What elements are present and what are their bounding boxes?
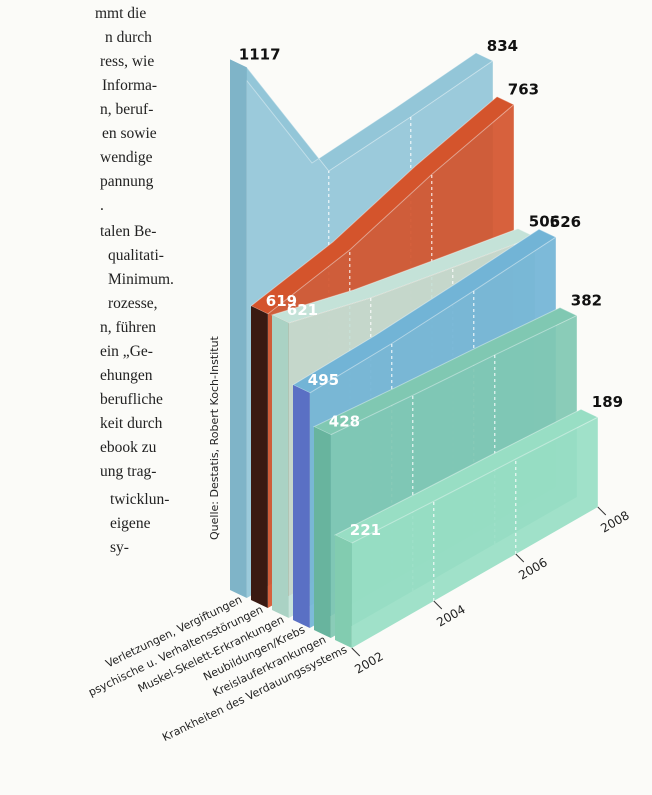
ribbon-top	[333, 408, 599, 544]
ribbon-top	[229, 52, 494, 172]
ribbon-top	[250, 95, 515, 315]
article-line: qualitati-	[108, 247, 164, 264]
article-line: en sowie	[102, 125, 157, 142]
article-line: mmt die	[95, 5, 146, 22]
year-tick	[515, 553, 525, 563]
article-line: ebook zu	[100, 439, 157, 456]
article-line: berufliche	[100, 391, 163, 408]
article-line: rozesse,	[108, 295, 158, 312]
article-line: keit durch	[100, 415, 163, 432]
article-line: n, führen	[100, 319, 156, 336]
end-value-label: 763	[508, 81, 539, 99]
article-line: ung trag-	[100, 463, 156, 480]
year-tick	[351, 647, 361, 657]
article-line: .	[100, 197, 104, 214]
ribbon-front	[351, 417, 598, 648]
article-line: n durch	[105, 29, 152, 46]
article-line: twicklun-	[110, 491, 169, 508]
start-value-label: 221	[350, 521, 381, 539]
ribbon-top	[312, 306, 578, 436]
source: Quelle: Destatis, Robert Koch-Institut	[208, 335, 221, 540]
article-line: Informa-	[102, 77, 157, 94]
ribbon-side	[314, 426, 331, 638]
year-tick	[597, 506, 607, 516]
start-value-label: 1117	[239, 45, 281, 63]
article-line: pannung	[100, 173, 154, 190]
start-value-label: 621	[287, 301, 318, 319]
ribbon-side	[251, 305, 268, 608]
ribbon-top	[291, 228, 557, 394]
article-line: talen Be-	[100, 223, 156, 240]
end-value-label: 382	[571, 292, 602, 310]
start-value-label: 495	[308, 371, 339, 389]
end-value-label: 834	[487, 37, 518, 55]
article-line: ein „Ge-	[100, 343, 153, 360]
year-tick	[433, 600, 443, 610]
start-value-label: 619	[266, 292, 297, 310]
article-line: wendige	[100, 149, 153, 166]
ribbon-side	[335, 535, 352, 648]
article-line: eigene	[110, 515, 151, 532]
article-line: n, beruf-	[100, 101, 153, 118]
ribbon-side	[230, 59, 247, 599]
start-value-label: 428	[329, 413, 360, 431]
article-line: Minimum.	[108, 271, 174, 288]
article-line: ress, wie	[100, 53, 154, 70]
ribbon-side	[272, 315, 289, 618]
article-line: sy-	[110, 539, 129, 556]
end-value-label: 506	[529, 213, 560, 231]
end-value-label: 526	[550, 213, 581, 231]
ribbon-side	[293, 384, 310, 628]
end-value-label: 189	[592, 393, 623, 411]
article-line: ehungen	[100, 367, 153, 384]
